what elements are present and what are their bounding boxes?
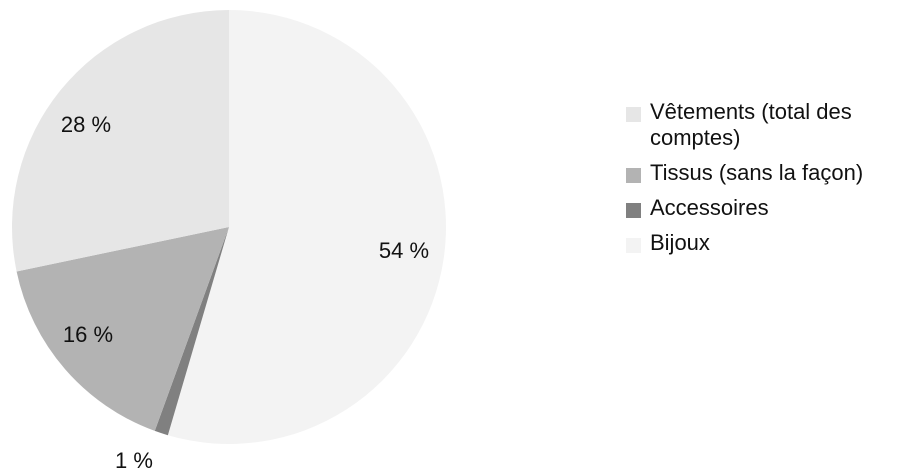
slice-label-accessoires: 1 % bbox=[115, 448, 153, 471]
legend-item-tissus: Tissus (sans la façon) bbox=[626, 160, 911, 186]
legend-swatch-accessoires bbox=[626, 203, 641, 218]
legend-swatch-bijoux bbox=[626, 238, 641, 253]
legend-label-bijoux: Bijoux bbox=[650, 230, 710, 255]
legend-label-vetements: Vêtements (total des comptes) bbox=[650, 99, 852, 150]
legend-swatch-vetements bbox=[626, 107, 641, 122]
slice-label-vetements: 28 % bbox=[61, 112, 111, 137]
pie-slice-bijoux bbox=[167, 10, 446, 445]
pie-slices bbox=[12, 10, 446, 445]
legend-label-tissus: Tissus (sans la façon) bbox=[650, 160, 864, 185]
pie-slice-labels: 54 % 1 % 16 % 28 % bbox=[61, 112, 429, 471]
legend-item-vetements: Vêtements (total des comptes) bbox=[626, 99, 911, 151]
pie-slice-vetements bbox=[12, 10, 229, 272]
pie-slice-tissus bbox=[16, 227, 229, 431]
legend-item-bijoux: Bijoux bbox=[626, 230, 911, 256]
legend-item-accessoires: Accessoires bbox=[626, 195, 911, 221]
pie-slice-accessoires bbox=[154, 227, 229, 436]
legend-swatch-tissus bbox=[626, 168, 641, 183]
slice-label-bijoux: 54 % bbox=[379, 238, 429, 263]
legend-label-accessoires: Accessoires bbox=[650, 195, 769, 220]
chart-legend: Vêtements (total des comptes) Tissus (sa… bbox=[626, 99, 911, 265]
slice-label-tissus: 16 % bbox=[63, 322, 113, 347]
